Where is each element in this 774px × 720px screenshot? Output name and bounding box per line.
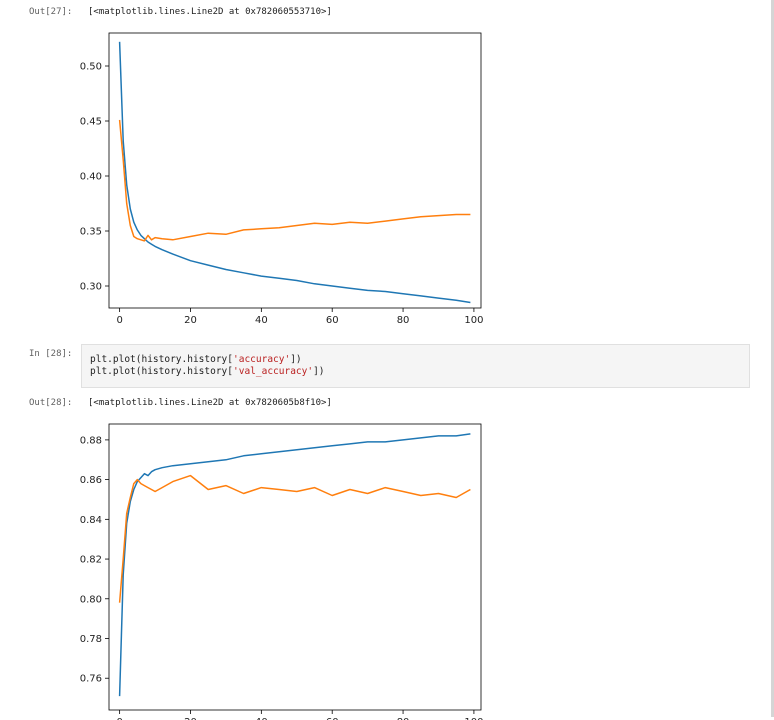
code-text: plt.plot(history.history[ — [90, 354, 233, 365]
x-tick-label: 60 — [326, 315, 339, 326]
y-tick-label: 0.84 — [80, 515, 102, 526]
y-tick-label: 0.40 — [80, 172, 102, 183]
plot-frame — [108, 32, 482, 309]
y-tick-label: 0.76 — [80, 674, 102, 685]
code-cell-input[interactable]: plt.plot(history.history['accuracy']) pl… — [81, 344, 750, 388]
series-line-accuracy — [118, 433, 471, 697]
code-line-1[interactable]: plt.plot(history.history['accuracy']) — [90, 354, 302, 365]
y-tick-label: 0.78 — [80, 634, 102, 645]
y-tick-label: 0.86 — [80, 475, 102, 486]
x-tick-label: 0 — [116, 315, 122, 326]
series-line-val_accuracy — [118, 474, 471, 603]
y-tick-label: 0.30 — [80, 282, 102, 293]
code-line-2[interactable]: plt.plot(history.history['val_accuracy']… — [90, 366, 325, 377]
in-prompt-28: In [28]: — [29, 349, 73, 359]
y-tick-label: 0.80 — [80, 594, 102, 605]
x-tick-label: 100 — [464, 315, 483, 326]
code-string: 'accuracy' — [233, 354, 291, 365]
output-text-28: [<matplotlib.lines.Line2D at 0x7820605b8… — [88, 398, 332, 408]
y-tick-label: 0.50 — [80, 62, 102, 73]
x-tick-label: 20 — [184, 315, 197, 326]
y-tick-label: 0.88 — [80, 435, 102, 446]
y-tick-label: 0.82 — [80, 555, 102, 566]
loss-chart: 0 20 40 60 80 100 0.30 0.35 0.40 0.45 0.50 — [80, 32, 483, 326]
x-tick-label: 80 — [397, 315, 410, 326]
output-text-27: [<matplotlib.lines.Line2D at 0x782060553… — [88, 7, 332, 17]
code-string: 'val_accuracy' — [233, 366, 314, 377]
out-prompt-27: Out[27]: — [29, 7, 73, 17]
x-tick-label: 40 — [255, 315, 268, 326]
y-tick-label: 0.35 — [80, 227, 102, 238]
code-text: ]) — [290, 354, 302, 365]
scrollbar-edge[interactable] — [771, 0, 774, 717]
code-text: ]) — [313, 366, 325, 377]
out-prompt-28: Out[28]: — [29, 398, 73, 408]
series-line-loss — [118, 41, 471, 304]
plot-frame — [108, 423, 482, 711]
y-tick-label: 0.45 — [80, 117, 102, 128]
series-line-val_loss — [118, 119, 471, 242]
code-text: plt.plot(history.history[ — [90, 366, 233, 377]
